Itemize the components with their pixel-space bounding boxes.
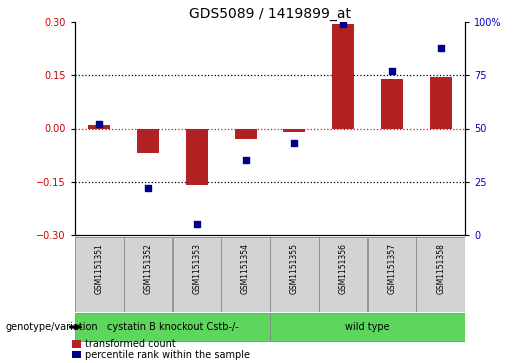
FancyBboxPatch shape: [417, 237, 465, 312]
Text: GSM1151357: GSM1151357: [387, 243, 397, 294]
Text: GSM1151351: GSM1151351: [95, 243, 104, 294]
Bar: [381, 79, 403, 129]
FancyBboxPatch shape: [75, 237, 124, 312]
Text: genotype/variation: genotype/variation: [5, 322, 98, 332]
Bar: [137, 129, 159, 153]
Bar: [72, 351, 81, 358]
Point: [388, 68, 396, 74]
Text: GSM1151356: GSM1151356: [339, 243, 348, 294]
FancyBboxPatch shape: [270, 313, 465, 341]
Point: [437, 45, 445, 50]
Bar: [235, 129, 256, 139]
Point: [193, 221, 201, 227]
Point: [144, 185, 152, 191]
FancyBboxPatch shape: [221, 237, 270, 312]
FancyBboxPatch shape: [75, 313, 270, 341]
Bar: [430, 77, 452, 129]
Text: GSM1151358: GSM1151358: [436, 243, 445, 294]
FancyBboxPatch shape: [124, 237, 173, 312]
FancyBboxPatch shape: [173, 237, 221, 312]
Bar: [283, 129, 305, 132]
Text: GSM1151355: GSM1151355: [290, 243, 299, 294]
Point: [339, 21, 347, 27]
Title: GDS5089 / 1419899_at: GDS5089 / 1419899_at: [189, 7, 351, 21]
Text: GSM1151353: GSM1151353: [193, 243, 201, 294]
Text: cystatin B knockout Cstb-/-: cystatin B knockout Cstb-/-: [107, 322, 238, 332]
FancyBboxPatch shape: [270, 237, 319, 312]
Point: [290, 140, 299, 146]
Bar: [89, 125, 110, 129]
Text: GSM1151352: GSM1151352: [144, 243, 152, 294]
Point: [242, 158, 250, 163]
FancyBboxPatch shape: [319, 237, 367, 312]
Text: transformed count: transformed count: [84, 339, 176, 349]
Bar: [72, 340, 81, 348]
Text: wild type: wild type: [345, 322, 390, 332]
Point: [95, 121, 104, 127]
Text: percentile rank within the sample: percentile rank within the sample: [84, 350, 250, 360]
Text: GSM1151354: GSM1151354: [241, 243, 250, 294]
FancyBboxPatch shape: [368, 237, 416, 312]
Bar: [332, 24, 354, 129]
Bar: [186, 129, 208, 185]
